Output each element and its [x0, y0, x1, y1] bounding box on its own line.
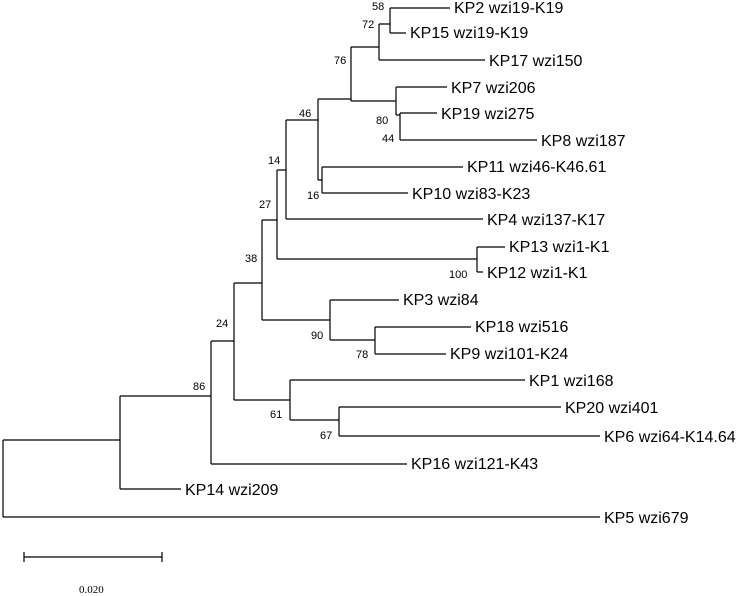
leaf-label: KP19 wzi275: [441, 106, 534, 123]
leaf-label: KP8 wzi187: [541, 133, 626, 150]
leaf-label: KP11 wzi46-K46.61: [467, 159, 606, 176]
leaf-label: KP16 wzi121-K43: [411, 456, 538, 473]
bootstrap-value: 80: [376, 115, 388, 127]
branch-node-86: [119, 395, 211, 490]
branch-node-14: [276, 169, 477, 260]
bootstrap-value: 78: [356, 349, 368, 361]
branch-node-100: [476, 246, 505, 273]
leaf-label: KP1 wzi168: [529, 373, 614, 390]
branch-node-44: [399, 112, 537, 141]
bootstrap-value: 90: [311, 330, 323, 342]
scale-bar-label: 0.020: [79, 584, 104, 596]
leaf-label: KP20 wzi401: [565, 400, 658, 417]
branch-node-16b: [321, 166, 463, 194]
bootstrap-value: 58: [372, 1, 384, 13]
bootstrap-value: 44: [382, 133, 394, 145]
bootstrap-value: 72: [362, 19, 374, 31]
leaf-labels: KP2 wzi19-K19 KP15 wzi19-K19 KP17 wzi150…: [185, 0, 736, 527]
branch-node-90: [329, 299, 399, 341]
bootstrap-value: 27: [259, 199, 271, 211]
branch-root: [2, 439, 600, 518]
leaf-label: KP6 wzi64-K14.64: [604, 429, 736, 446]
leaf-label: KP18 wzi516: [475, 319, 568, 336]
bootstrap-value: 16: [307, 190, 319, 202]
bootstrap-values: 58 72 76 80 44 46 14 16 27 100 38 90 78 …: [193, 1, 467, 442]
branch-node-61: [289, 379, 525, 421]
scale-bar-line: [23, 552, 163, 562]
branch-node-38: [233, 282, 290, 401]
bootstrap-value: 14: [268, 155, 280, 167]
branch-node-67: [338, 406, 600, 437]
leaf-label: KP5 wzi679: [604, 510, 689, 527]
bootstrap-value: 24: [216, 318, 228, 330]
leaf-label: KP13 wzi1-K1: [509, 239, 610, 256]
leaf-label: KP15 wzi19-K19: [410, 25, 528, 42]
branch-node-80: [395, 86, 447, 116]
bootstrap-value: 61: [270, 409, 282, 421]
bootstrap-value: 67: [320, 430, 332, 442]
branch-node-16: [317, 98, 351, 181]
leaf-label: KP4 wzi137-K17: [487, 212, 605, 229]
leaf-label: KP3 wzi84: [403, 292, 479, 309]
scale-bar: 0.020: [23, 552, 163, 596]
leaf-label: KP14 wzi209: [185, 482, 278, 499]
branch-node-46: [285, 119, 483, 220]
leaf-label: KP12 wzi1-K1: [487, 265, 588, 282]
leaf-label: KP17 wzi150: [489, 53, 582, 70]
bootstrap-value: 46: [299, 108, 311, 120]
leaf-label: KP7 wzi206: [451, 80, 536, 97]
branch-node-76: [350, 46, 396, 102]
leaf-label: KP10 wzi83-K23: [412, 186, 530, 203]
bootstrap-value: 86: [193, 381, 205, 393]
leaf-label: KP9 wzi101-K24: [450, 346, 568, 363]
bootstrap-value: 100: [449, 269, 467, 281]
branch-node-72: [378, 23, 485, 61]
bootstrap-value: 38: [245, 253, 257, 265]
branch-node-27: [261, 219, 330, 321]
bootstrap-value: 76: [334, 55, 346, 67]
leaf-label: KP2 wzi19-K19: [454, 0, 563, 17]
tree-branches: [2, 7, 600, 518]
branch-node-24: [210, 340, 407, 465]
branch-node-78: [374, 326, 471, 355]
branch-node-58: [389, 7, 450, 34]
